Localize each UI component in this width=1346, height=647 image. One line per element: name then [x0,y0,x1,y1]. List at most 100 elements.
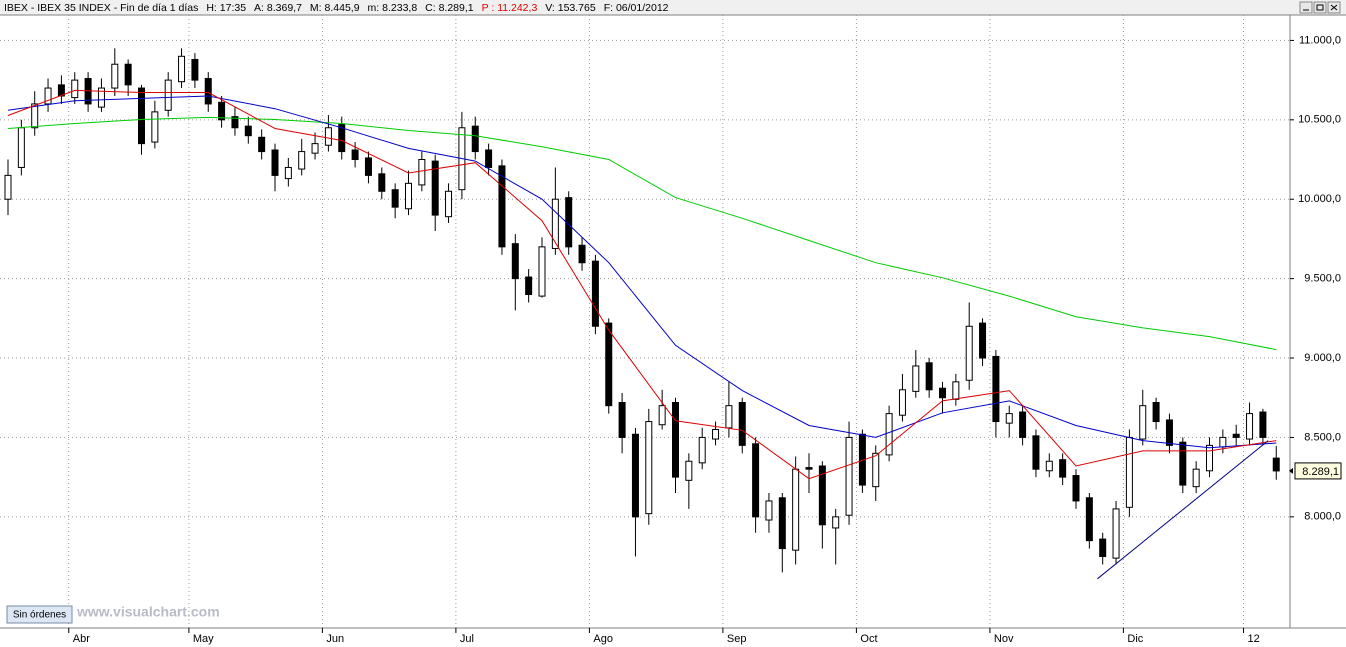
candle-body [298,151,306,170]
window-buttons [1299,1,1341,14]
candle-body [752,443,760,518]
header-item: A: 8.369,7 [254,2,302,14]
candle-body [898,389,906,416]
candle-body [1139,405,1147,440]
minimize-button[interactable] [1299,1,1313,14]
candle-body [605,322,613,407]
header-bar [0,0,1346,15]
candle-body [698,436,706,464]
y-tick-label: 9.500,0 [1304,273,1341,285]
candle-body [1152,401,1160,423]
plot: 8.000,0 8.500,0 9.000,0 9.500,0 10.000,0 10.5… [0,15,1342,645]
moving-average [7,89,1277,480]
header-item: F: 06/01/2012 [604,2,669,14]
candle-body [71,79,79,99]
header: IBEX - IBEX 35 INDEX - Fin de día 1 días… [4,2,669,14]
x-tick-label: Dic [1127,633,1143,645]
candle-body [44,87,52,105]
candle-body [124,63,132,86]
candle-body [471,125,479,153]
candle-body [311,143,319,154]
orders-button[interactable] [6,605,73,624]
candle-body [591,260,599,327]
candle-body [164,79,172,111]
candle-body [672,401,679,478]
y-tick-label: 11.000,0 [1299,34,1341,46]
orders-button-label: Sin órdenes [13,610,66,621]
candle-body [832,516,840,529]
candle-body [431,160,439,216]
header-item: C: 8.289,1 [425,2,474,14]
x-tick-label: 12 [1248,633,1260,645]
candle-body [525,276,533,296]
watermark: www.visualchart.com [76,604,220,620]
x-tick-label: May [193,633,214,645]
candle-body [498,165,506,248]
candle-body [284,166,292,180]
candle-body [1019,411,1027,438]
y-tick-label: 10.500,0 [1298,114,1341,126]
candle-body [405,182,412,210]
candle-body [1045,460,1053,472]
candle-body [191,58,199,81]
candle-body [765,500,773,521]
candle-body [1272,457,1280,472]
candle-body [952,381,960,400]
candle-body [1206,444,1213,472]
candle-body [792,468,800,551]
candle-body [778,497,786,550]
candle-body [324,127,332,146]
icon [1330,4,1338,11]
candle-body [1005,413,1013,424]
candle-body [31,103,39,129]
last-price-box [1294,462,1342,480]
y-tick-label: 9.000,0 [1304,352,1341,364]
candle-body [1059,459,1067,478]
candle-body [912,365,920,392]
candle-body [925,362,933,391]
x-tick-label: Oct [860,633,877,645]
moving-average [7,95,1277,449]
header-item: V: 153.765 [545,2,596,14]
candle-body [178,55,186,83]
candle-body [1179,441,1187,486]
header-item: m: 8.233,8 [368,2,418,14]
candle-body [658,405,666,426]
candle-body [351,149,359,161]
candle-body [738,401,746,446]
candle-body [818,465,826,526]
candle-body [1032,435,1040,470]
candle-body [364,157,372,176]
candle-body [4,174,12,200]
candle-body [578,244,586,264]
header-item: H: 17:35 [206,2,246,14]
maximize-button[interactable] [1313,1,1327,14]
moving-average [7,116,1277,351]
x-tick-label: Nov [994,633,1014,645]
candle-body [805,467,813,470]
candle-body [1125,436,1133,508]
candle-body [618,401,626,438]
candle-body [485,149,493,168]
trend-line [1097,440,1269,580]
candle-body [1259,411,1267,438]
candle-body [378,173,386,192]
candle-body [1112,508,1120,559]
x-tick-label: Jul [460,633,474,645]
candle-body [551,198,559,249]
candle-body [1072,475,1080,502]
candle-body [979,322,987,359]
candle-body [725,405,733,429]
candle-body [992,355,1000,423]
candle-body [645,421,653,515]
candle-body [872,452,880,488]
candle-body [1099,538,1107,558]
header-item: IBEX - IBEX 35 INDEX - Fin de día 1 días [4,2,198,14]
header-item: M: 8.445,9 [310,2,360,14]
y-tick-label: 8.500,0 [1304,431,1341,443]
candle-body [17,127,25,168]
candle-body [1165,419,1173,446]
candle-body [845,436,853,516]
candle-body [151,111,159,143]
